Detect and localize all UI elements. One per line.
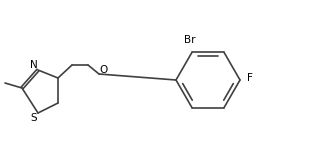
Text: Br: Br bbox=[184, 35, 196, 45]
Text: N: N bbox=[30, 60, 38, 70]
Text: O: O bbox=[100, 65, 108, 75]
Text: F: F bbox=[247, 73, 253, 83]
Text: S: S bbox=[31, 113, 37, 123]
